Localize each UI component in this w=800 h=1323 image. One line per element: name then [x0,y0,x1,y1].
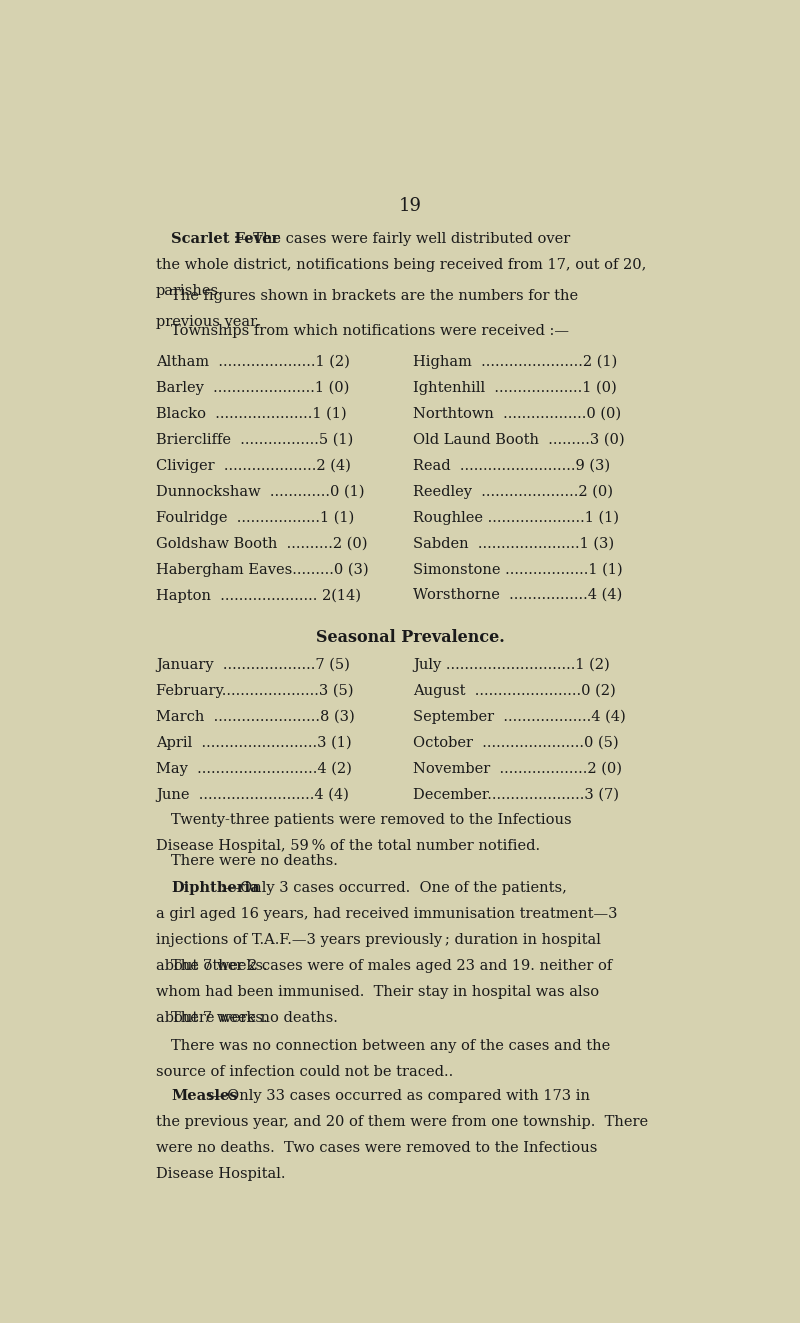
Text: were no deaths.  Two cases were removed to the Infectious: were no deaths. Two cases were removed t… [156,1140,597,1155]
Text: April  .........................3 (1): April .........................3 (1) [156,736,351,750]
Text: There were no deaths.: There were no deaths. [171,1011,338,1025]
Text: Cliviger  ....................2 (4): Cliviger ....................2 (4) [156,458,350,472]
Text: July ............................1 (2): July ............................1 (2) [413,658,610,672]
Text: Altham  .....................1 (2): Altham .....................1 (2) [156,355,350,368]
Text: a girl aged 16 years, had received immunisation treatment—3: a girl aged 16 years, had received immun… [156,908,618,921]
Text: The figures shown in brackets are the numbers for the: The figures shown in brackets are the nu… [171,290,578,303]
Text: Foulridge  ..................1 (1): Foulridge ..................1 (1) [156,511,354,525]
Text: Seasonal Prevalence.: Seasonal Prevalence. [316,630,504,647]
Text: August  .......................0 (2): August .......................0 (2) [413,684,616,699]
Text: October  ......................0 (5): October ......................0 (5) [413,736,618,750]
Text: Read  .........................9 (3): Read .........................9 (3) [413,458,610,472]
Text: :—Only 33 cases occurred as compared with 173 in: :—Only 33 cases occurred as compared wit… [202,1089,590,1103]
Text: March  .......................8 (3): March .......................8 (3) [156,710,354,724]
Text: source of infection could not be traced..: source of infection could not be traced.… [156,1065,453,1078]
Text: Simonstone ..................1 (1): Simonstone ..................1 (1) [413,562,622,577]
Text: Higham  ......................2 (1): Higham ......................2 (1) [413,355,618,369]
Text: Townships from which notifications were received :—: Townships from which notifications were … [171,324,570,337]
Text: February.....................3 (5): February.....................3 (5) [156,684,354,699]
Text: Briercliffe  .................5 (1): Briercliffe .................5 (1) [156,433,353,446]
Text: the whole district, notifications being received from 17, out of 20,: the whole district, notifications being … [156,258,646,273]
Text: Habergham Eaves.........0 (3): Habergham Eaves.........0 (3) [156,562,369,577]
Text: whom had been immunised.  Their stay in hospital was also: whom had been immunised. Their stay in h… [156,986,599,999]
Text: December.....................3 (7): December.....................3 (7) [413,787,619,802]
Text: Roughlee .....................1 (1): Roughlee .....................1 (1) [413,511,619,525]
Text: injections of T.A.F.—3 years previously ; duration in hospital: injections of T.A.F.—3 years previously … [156,933,601,947]
Text: The other 2 cases were of males aged 23 and 19. neither of: The other 2 cases were of males aged 23 … [171,959,613,974]
Text: Hapton  ..................... 2(14): Hapton ..................... 2(14) [156,589,361,602]
Text: Ightenhill  ...................1 (0): Ightenhill ...................1 (0) [413,380,617,394]
Text: Reedley  .....................2 (0): Reedley .....................2 (0) [413,484,613,499]
Text: June  .........................4 (4): June .........................4 (4) [156,787,349,802]
Text: Worsthorne  .................4 (4): Worsthorne .................4 (4) [413,589,622,602]
Text: the previous year, and 20 of them were from one township.  There: the previous year, and 20 of them were f… [156,1115,648,1129]
Text: :—Only 3 cases occurred.  One of the patients,: :—Only 3 cases occurred. One of the pati… [216,881,567,896]
Text: September  ...................4 (4): September ...................4 (4) [413,710,626,724]
Text: Disease Hospital.: Disease Hospital. [156,1167,286,1180]
Text: about 7 weeks.: about 7 weeks. [156,1011,267,1025]
Text: Twenty-three patients were removed to the Infectious: Twenty-three patients were removed to th… [171,812,572,827]
Text: November  ...................2 (0): November ...................2 (0) [413,762,622,775]
Text: Blacko  .....................1 (1): Blacko .....................1 (1) [156,406,346,421]
Text: Goldshaw Booth  ..........2 (0): Goldshaw Booth ..........2 (0) [156,536,367,550]
Text: Old Laund Booth  .........3 (0): Old Laund Booth .........3 (0) [413,433,625,446]
Text: Measles: Measles [171,1089,238,1103]
Text: :—The cases were fairly well distributed over: :—The cases were fairly well distributed… [230,232,570,246]
Text: Barley  ......................1 (0): Barley ......................1 (0) [156,380,349,394]
Text: parishes.: parishes. [156,284,223,298]
Text: Diphtheria: Diphtheria [171,881,260,896]
Text: May  ..........................4 (2): May ..........................4 (2) [156,762,352,777]
Text: Disease Hospital, 59 % of the total number notified.: Disease Hospital, 59 % of the total numb… [156,839,540,853]
Text: There were no deaths.: There were no deaths. [171,853,338,868]
Text: 19: 19 [398,197,422,216]
Text: Dunnockshaw  .............0 (1): Dunnockshaw .............0 (1) [156,484,364,499]
Text: about 7 weeks.: about 7 weeks. [156,959,267,972]
Text: Northtown  ..................0 (0): Northtown ..................0 (0) [413,406,622,421]
Text: January  ....................7 (5): January ....................7 (5) [156,658,350,672]
Text: previous year.: previous year. [156,315,260,329]
Text: Sabden  ......................1 (3): Sabden ......................1 (3) [413,536,614,550]
Text: There was no connection between any of the cases and the: There was no connection between any of t… [171,1039,610,1053]
Text: Scarlet Fever: Scarlet Fever [171,232,279,246]
